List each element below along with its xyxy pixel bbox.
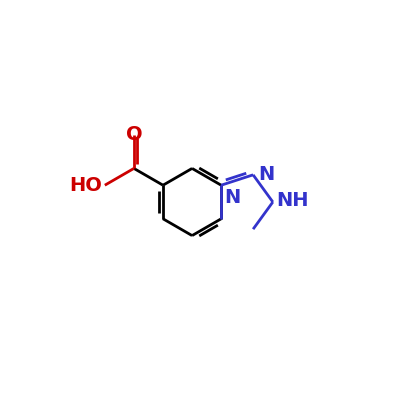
Text: N: N — [224, 188, 240, 207]
Text: HO: HO — [69, 176, 102, 195]
Text: O: O — [126, 125, 142, 144]
Text: N: N — [258, 165, 274, 184]
Text: NH: NH — [277, 191, 309, 210]
